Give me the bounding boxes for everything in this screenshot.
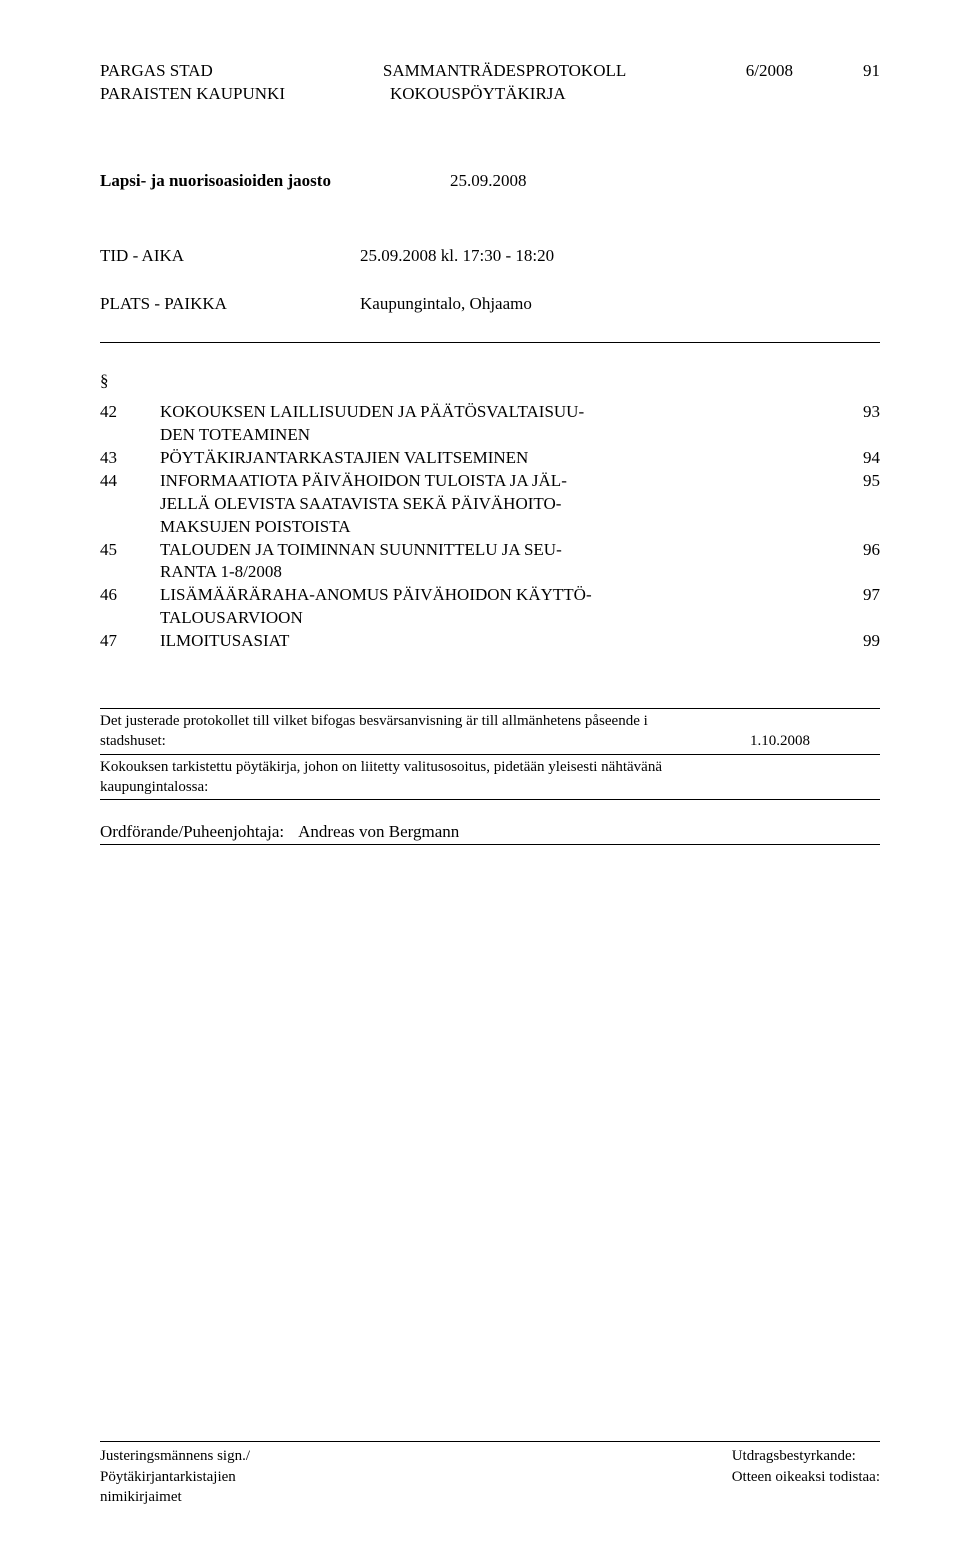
agenda-title-cont: JELLÄ OLEVISTA SAATAVISTA SEKÄ PÄIVÄHOIT… [160,493,840,516]
agenda-title-cont: DEN TOTEAMINEN [160,424,840,447]
agenda-item: 45 TALOUDEN JA TOIMINNAN SUUNNITTELU JA … [100,539,880,562]
chair-name: Andreas von Bergmann [298,822,459,842]
agenda-title-cont: MAKSUJEN POISTOISTA [160,516,840,539]
committee-row: Lapsi- ja nuorisoasioiden jaosto 25.09.2… [100,171,880,191]
doc-title-fi: KOKOUSPÖYTÄKIRJA [390,83,730,106]
agenda-title: TALOUDEN JA TOIMINNAN SUUNNITTELU JA SEU… [160,539,840,562]
header-right-blank [760,83,880,106]
tid-value: 25.09.2008 kl. 17:30 - 18:20 [360,246,554,266]
agenda-title: PÖYTÄKIRJANTARKASTAJIEN VALITSEMINEN [160,447,840,470]
agenda-num: 44 [100,470,160,493]
agenda-page: 95 [840,470,880,493]
notice-sv-line2: stadshuset: [100,733,166,749]
agenda-page: 94 [840,447,880,470]
page-footer: Justeringsmännens sign./ Pöytäkirjantark… [100,1441,880,1507]
footer-left-line3: nimikirjaimet [100,1489,182,1505]
agenda-num: 46 [100,584,160,607]
footer-right: Utdragsbestyrkande: Otteen oikeaksi todi… [732,1446,880,1507]
agenda-item-cont: TALOUSARVIOON [100,607,880,630]
agenda-item: 46 LISÄMÄÄRÄRAHA-ANOMUS PÄIVÄHOIDON KÄYT… [100,584,880,607]
agenda-title: ILMOITUSASIAT [160,630,840,653]
header-row-1: PARGAS STAD SAMMANTRÄDESPROTOKOLL 6/2008… [100,60,880,83]
divider-top [100,342,880,343]
notice-sv-line1: Det justerade protokollet till vilket bi… [100,713,648,729]
committee-name: Lapsi- ja nuorisoasioiden jaosto [100,171,450,191]
notice-fi: Kokouksen tarkistettu pöytäkirja, johon … [100,757,740,798]
agenda-page: 93 [840,401,880,424]
section-symbol: § [100,371,880,391]
agenda-title: LISÄMÄÄRÄRAHA-ANOMUS PÄIVÄHOIDON KÄYTTÖ- [160,584,840,607]
agenda-item: 44 INFORMAATIOTA PÄIVÄHOIDON TULOISTA JA… [100,470,880,493]
tid-label: TID - AIKA [100,246,360,266]
footer-left-line1: Justeringsmännens sign./ [100,1448,250,1464]
agenda-item-cont: MAKSUJEN POISTOISTA [100,516,880,539]
agenda-item-cont: JELLÄ OLEVISTA SAATAVISTA SEKÄ PÄIVÄHOIT… [100,493,880,516]
agenda-title-cont: RANTA 1-8/2008 [160,561,840,584]
footer-left: Justeringsmännens sign./ Pöytäkirjantark… [100,1446,250,1507]
agenda-page: 97 [840,584,880,607]
agenda-page: 96 [840,539,880,562]
chair-label: Ordförande/Puheenjohtaja: [100,822,284,842]
plats-value: Kaupungintalo, Ohjaamo [360,294,532,314]
footer-right-line2: Otteen oikeaksi todistaa: [732,1469,880,1485]
agenda-num: 42 [100,401,160,424]
notice-block: Det justerade protokollet till vilket bi… [100,708,880,800]
agenda-item-cont: DEN TOTEAMINEN [100,424,880,447]
org-fi: PARAISTEN KAUPUNKI [100,83,360,106]
agenda-item: 42 KOKOUKSEN LAILLISUUDEN JA PÄÄTÖSVALTA… [100,401,880,424]
agenda-title-line: KOKOUKSEN LAILLISUUDEN JA PÄÄTÖSVALTAISU… [160,402,584,421]
tid-row: TID - AIKA 25.09.2008 kl. 17:30 - 18:20 [100,246,880,266]
agenda-title-cont: TALOUSARVIOON [160,607,840,630]
agenda-item-cont: RANTA 1-8/2008 [100,561,880,584]
agenda-title: INFORMAATIOTA PÄIVÄHOIDON TULOISTA JA JÄ… [160,470,840,493]
org-sv: PARGAS STAD [100,60,360,83]
notice-fi-line1: Kokouksen tarkistettu pöytäkirja, johon … [100,759,662,775]
header-right: 6/2008 91 [746,60,880,83]
doc-title-sv: SAMMANTRÄDESPROTOKOLL [383,60,723,83]
page-number: 91 [863,60,880,83]
header-row-2: PARAISTEN KAUPUNKI KOKOUSPÖYTÄKIRJA [100,83,880,106]
footer-right-line1: Utdragsbestyrkande: [732,1448,856,1464]
notice-sv: Det justerade protokollet till vilket bi… [100,711,740,752]
notice-fi-line2: kaupungintalossa: [100,779,208,795]
footer-divider [100,1441,880,1442]
agenda-num: 45 [100,539,160,562]
agenda-title: KOKOUKSEN LAILLISUUDEN JA PÄÄTÖSVALTAISU… [160,401,840,424]
footer-columns: Justeringsmännens sign./ Pöytäkirjantark… [100,1446,880,1507]
agenda-item: 43 PÖYTÄKIRJANTARKASTAJIEN VALITSEMINEN … [100,447,880,470]
agenda-item: 47 ILMOITUSASIAT 99 [100,630,880,653]
chair-row: Ordförande/Puheenjohtaja: Andreas von Be… [100,822,880,845]
agenda-page: 99 [840,630,880,653]
document-page: PARGAS STAD SAMMANTRÄDESPROTOKOLL 6/2008… [0,0,960,1557]
agenda-list: 42 KOKOUKSEN LAILLISUUDEN JA PÄÄTÖSVALTA… [100,401,880,653]
doc-number: 6/2008 [746,60,793,83]
plats-label: PLATS - PAIKKA [100,294,360,314]
plats-row: PLATS - PAIKKA Kaupungintalo, Ohjaamo [100,294,880,314]
agenda-num: 47 [100,630,160,653]
notice-row-bottom: Kokouksen tarkistettu pöytäkirja, johon … [100,755,880,801]
agenda-num: 43 [100,447,160,470]
committee-date: 25.09.2008 [450,171,527,191]
notice-date: 1.10.2008 [740,731,880,751]
notice-row-top: Det justerade protokollet till vilket bi… [100,708,880,755]
footer-left-line2: Pöytäkirjantarkistajien [100,1469,236,1485]
